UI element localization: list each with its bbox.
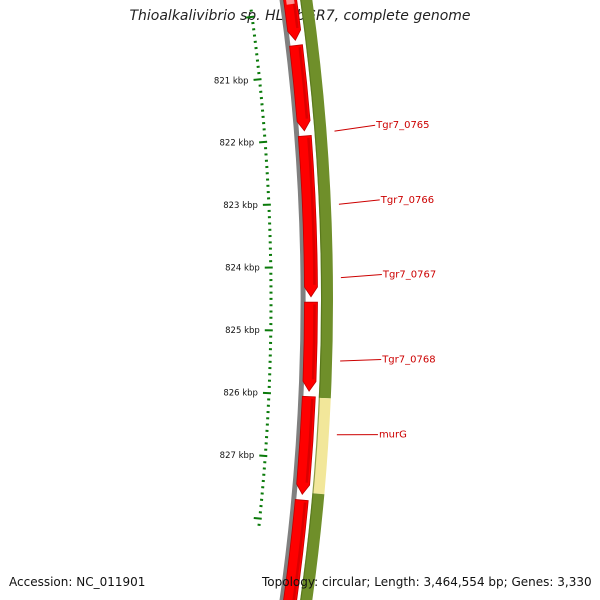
gene-label: Tgr7_0766	[380, 195, 434, 206]
major-tick	[259, 140, 268, 144]
gene-shade	[311, 304, 316, 380]
label-leader	[340, 274, 382, 279]
gene-arrow	[297, 135, 318, 298]
tick-label: 825 kbp	[225, 326, 260, 336]
label-leader	[338, 199, 380, 205]
genome-title: Thioalkalivibrio sp. HL-EbGR7, complete …	[129, 8, 471, 24]
gene-fade	[286, 0, 295, 5]
ruler: 821 kbp 822 kbp 823 kbp 824 kbp 825 kbp 826 k…	[214, 9, 273, 526]
gene-labels: Tgr7_0765 Tgr7_0766 Tgr7_0767 Tgr7_0768 murG	[334, 120, 436, 441]
topology-info: Topology: circular; Length: 3,464,554 bp…	[262, 575, 592, 589]
gene-shade	[305, 398, 314, 483]
gene-label: murG	[379, 430, 407, 441]
major-tick	[253, 516, 262, 520]
tick-label: 821 kbp	[214, 76, 249, 86]
tick-label: 824 kbp	[225, 264, 260, 274]
major-tick	[245, 15, 255, 19]
cog-segment	[300, 0, 333, 399]
accession-label: Accession: NC_011901	[9, 575, 146, 589]
gene-label: Tgr7_0768	[381, 354, 435, 365]
gene-shade	[307, 137, 316, 285]
major-tick	[259, 454, 268, 458]
major-tick	[253, 78, 262, 81]
tick-label: 826 kbp	[223, 389, 258, 399]
cog-edge	[300, 0, 323, 600]
cog-segment	[312, 397, 331, 495]
tick-label: 823 kbp	[223, 201, 258, 211]
label-leader	[334, 124, 376, 132]
label-leader	[340, 358, 382, 362]
tick-label: 827 kbp	[220, 451, 255, 461]
gene-arrow	[283, 0, 302, 41]
tick-label: 822 kbp	[220, 139, 255, 149]
backbone-arc	[279, 0, 306, 600]
gene-shade	[298, 47, 309, 119]
gene-label: Tgr7_0767	[382, 269, 436, 280]
gene-track	[283, 0, 318, 600]
gene-label: Tgr7_0765	[375, 120, 429, 131]
cog-segment	[300, 493, 325, 600]
cog-track	[300, 0, 333, 600]
gene-shade	[292, 0, 299, 29]
backbone-ring	[279, 0, 306, 600]
gene-shade	[292, 502, 307, 600]
